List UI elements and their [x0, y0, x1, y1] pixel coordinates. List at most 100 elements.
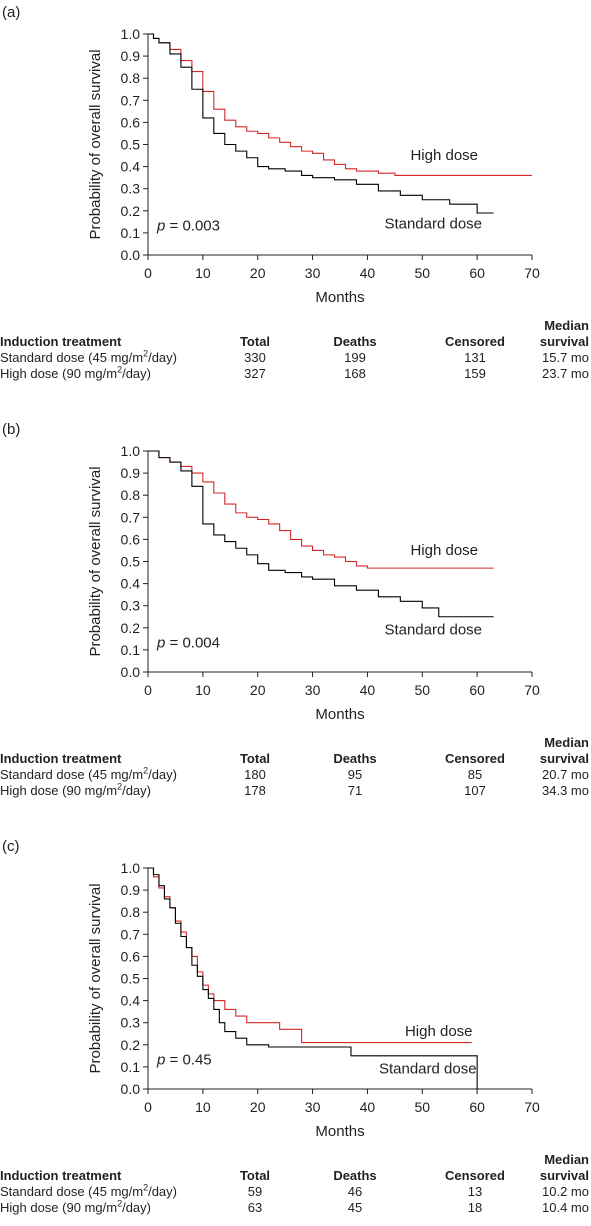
- p-symbol: p: [156, 217, 165, 234]
- y-tick-label: 0.2: [121, 1037, 141, 1053]
- survival-chart: 0.0 0.1 0.2 0.3 0.4 0.5 0.6 0.7 0.8 0.9 1.0 0 10 20 30…: [87, 26, 540, 306]
- y-tick-label: 0.0: [121, 664, 141, 680]
- y-tick-label: 0.6: [121, 948, 141, 964]
- total-cell: 59: [247, 1184, 263, 1199]
- deaths-cell: 46: [347, 1184, 363, 1199]
- panel-label: (c): [2, 838, 20, 855]
- column-header-median: Median survival: [539, 735, 589, 766]
- survival-chart: 0.0 0.1 0.2 0.3 0.4 0.5 0.6 0.7 0.8 0.9 1.0 0 10 20 30…: [87, 443, 540, 723]
- median-cell: 34.3 mo: [542, 783, 589, 798]
- x-tick-label: 10: [195, 682, 211, 698]
- table-row: High dose (90 mg/m2/day) 63 45 18 10.4 mo: [0, 1198, 591, 1216]
- treatment-cell: Standard dose (45 mg/m2/day): [0, 348, 177, 365]
- y-tick-label: 0.4: [121, 993, 141, 1009]
- y-tick-label: 0.9: [121, 48, 141, 64]
- y-tick-label: 0.1: [121, 642, 141, 658]
- stats-table: Induction treatment Total Deaths Censored Me…: [0, 1152, 591, 1216]
- total-cell: 327: [244, 366, 266, 381]
- y-tick-label: 0.6: [121, 114, 141, 130]
- x-tick-label: 20: [250, 265, 266, 281]
- treatment-cell: Standard dose (45 mg/m2/day): [0, 765, 177, 782]
- y-tick-label: 0.3: [121, 1015, 141, 1031]
- median-cell: 15.7 mo: [542, 350, 589, 365]
- column-header: Deaths: [333, 334, 377, 349]
- p-value-label: p = 0.004: [156, 634, 220, 651]
- curve-label: High dose: [410, 542, 478, 559]
- p-equals: =: [165, 634, 182, 651]
- censored-cell: 159: [464, 366, 486, 381]
- y-tick-label: 0.2: [121, 620, 141, 636]
- y-tick-label: 0.7: [121, 926, 141, 942]
- x-axis-label: Months: [315, 289, 364, 306]
- y-tick-label: 0.3: [121, 181, 141, 197]
- x-tick-label: 60: [469, 682, 485, 698]
- p-equals: =: [165, 1051, 182, 1068]
- total-cell: 180: [244, 767, 266, 782]
- y-tick-label: 0.8: [121, 487, 141, 503]
- column-header: Total: [239, 1168, 271, 1183]
- x-axis-label: Months: [315, 1123, 364, 1140]
- column-header: Induction treatment: [0, 1168, 122, 1183]
- median-cell: 10.4 mo: [542, 1200, 589, 1215]
- column-header-median: Median survival: [539, 1152, 589, 1183]
- table-row: High dose (90 mg/m2/day) 327 168 159 23.7 mo: [0, 365, 591, 382]
- stats-table: Induction treatment Total Deaths Censored Me…: [0, 735, 591, 799]
- y-tick-label: 0.7: [121, 92, 141, 108]
- y-axis-label: Probability of overall survival: [87, 883, 104, 1073]
- y-tick-label: 0.9: [121, 465, 141, 481]
- total-cell: 178: [244, 783, 266, 798]
- standard-dose-curve: [148, 450, 494, 618]
- standard-dose-curve: [148, 33, 494, 214]
- table-header-row: Induction treatment Total Deaths Censored Me…: [0, 318, 591, 350]
- high-dose-curve: [148, 33, 532, 176]
- table-row: Standard dose (45 mg/m2/day) 59 46 13 10.2 m…: [0, 1182, 591, 1200]
- column-header: Total: [239, 751, 271, 766]
- y-tick-label: 0.7: [121, 509, 141, 525]
- y-tick-label: 0.0: [121, 1081, 141, 1097]
- column-header: Censored: [445, 1168, 505, 1183]
- y-tick-label: 1.0: [121, 443, 141, 459]
- x-tick-label: 60: [469, 265, 485, 281]
- y-axis-label: Probability of overall survival: [87, 466, 104, 656]
- censored-cell: 18: [467, 1200, 483, 1215]
- y-tick-label: 0.8: [121, 70, 141, 86]
- table-row: Standard dose (45 mg/m2/day) 180 95 85 20.7 …: [0, 765, 591, 783]
- y-tick-label: 0.0: [121, 247, 141, 263]
- censored-cell: 131: [464, 350, 486, 365]
- y-tick-label: 0.3: [121, 598, 141, 614]
- curve-label: High dose: [410, 147, 478, 164]
- high-dose-curve: [148, 867, 472, 1044]
- y-tick-label: 0.4: [121, 576, 141, 592]
- deaths-cell: 45: [347, 1200, 363, 1215]
- p-value-label: p = 0.45: [156, 1051, 212, 1068]
- deaths-cell: 168: [344, 366, 366, 381]
- treatment-cell: High dose (90 mg/m2/day): [0, 1198, 151, 1215]
- table-row: Standard dose (45 mg/m2/day) 330 199 131 15.…: [0, 348, 591, 366]
- p-value: 0.004: [182, 634, 220, 651]
- median-cell: 20.7 mo: [542, 767, 589, 782]
- high-dose-curve: [148, 450, 494, 569]
- y-tick-label: 0.9: [121, 882, 141, 898]
- column-header-median: Median survival: [539, 318, 589, 349]
- deaths-cell: 71: [347, 783, 363, 798]
- column-header: Induction treatment: [0, 334, 122, 349]
- x-tick-label: 40: [360, 682, 376, 698]
- p-value: 0.003: [182, 217, 220, 234]
- treatment-cell: Standard dose (45 mg/m2/day): [0, 1182, 177, 1199]
- y-tick-label: 0.1: [121, 1059, 141, 1075]
- censored-cell: 13: [467, 1184, 483, 1199]
- table-row: High dose (90 mg/m2/day) 178 71 107 34.3 mo: [0, 781, 591, 799]
- y-tick-label: 0.8: [121, 904, 141, 920]
- x-tick-label: 70: [524, 265, 540, 281]
- curve-label: Standard dose: [384, 215, 482, 232]
- x-tick-label: 50: [414, 1099, 430, 1115]
- curve-label: Standard dose: [384, 621, 482, 638]
- y-tick-label: 0.2: [121, 203, 141, 219]
- p-value-label: p = 0.003: [156, 217, 220, 234]
- curve-label: Standard dose: [379, 1061, 477, 1078]
- treatment-cell: High dose (90 mg/m2/day): [0, 781, 151, 798]
- median-cell: 10.2 mo: [542, 1184, 589, 1199]
- y-tick-label: 0.6: [121, 531, 141, 547]
- x-tick-label: 40: [360, 265, 376, 281]
- deaths-cell: 95: [347, 767, 363, 782]
